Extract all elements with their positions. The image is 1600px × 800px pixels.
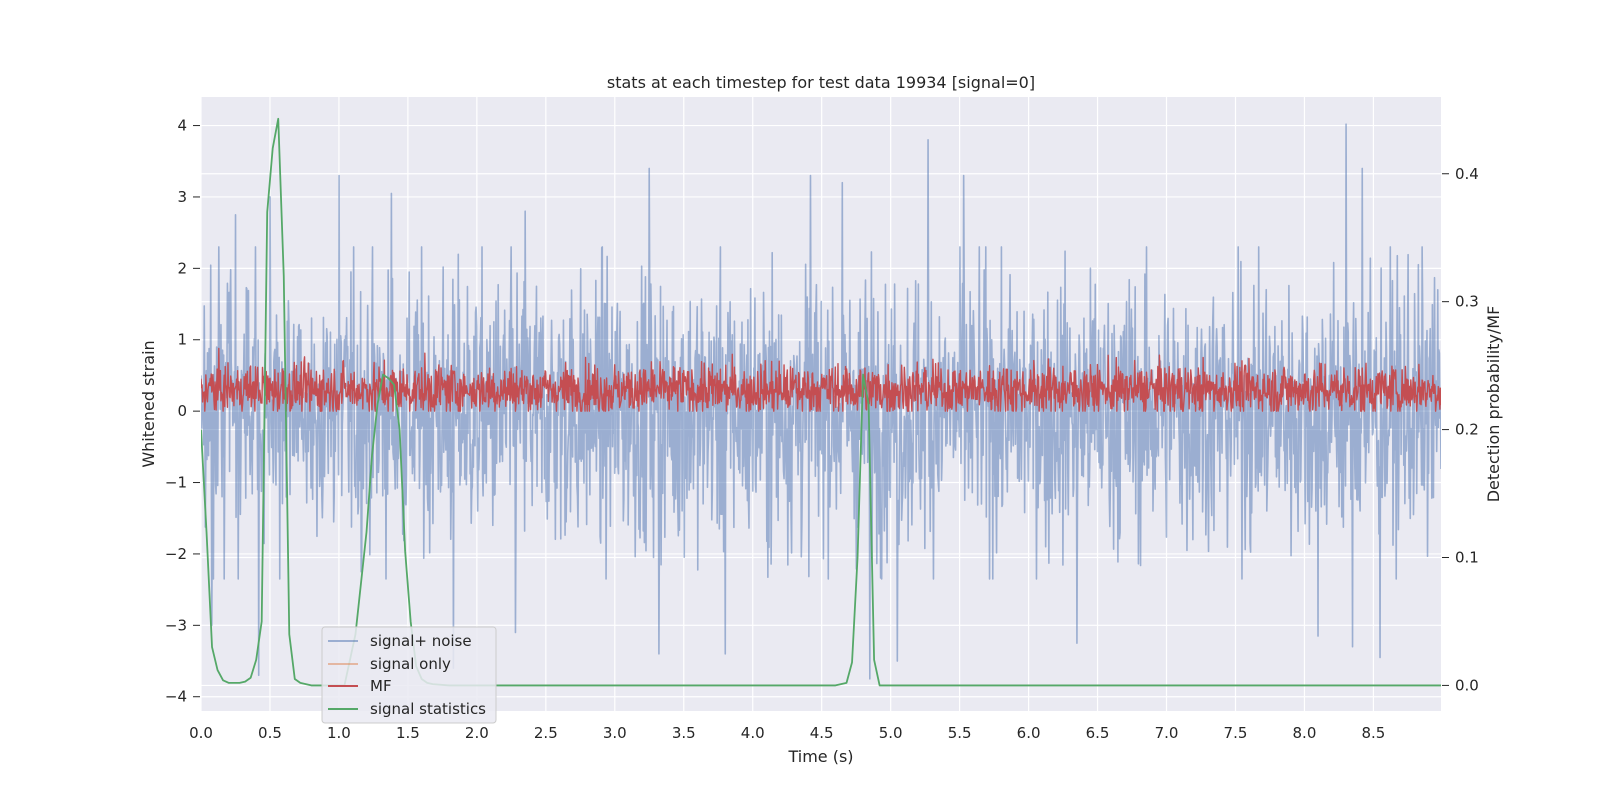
x-tick-label: 0.0 bbox=[189, 724, 213, 742]
chart-title: stats at each timestep for test data 199… bbox=[607, 73, 1035, 92]
x-tick-label: 1.5 bbox=[396, 724, 420, 742]
x-tick-label: 8.0 bbox=[1293, 724, 1317, 742]
x-tick-label: 4.5 bbox=[810, 724, 834, 742]
x-tick-label: 5.0 bbox=[879, 724, 903, 742]
x-tick-label: 2.5 bbox=[534, 724, 558, 742]
right-tick-label: 0.0 bbox=[1455, 676, 1479, 694]
right-tick-label: 0.2 bbox=[1455, 421, 1479, 439]
y-tick-label: −1 bbox=[165, 474, 187, 492]
x-tick-label: 7.0 bbox=[1155, 724, 1179, 742]
x-tick-label: 8.5 bbox=[1361, 724, 1385, 742]
legend-label-signal-only: signal only bbox=[370, 655, 451, 673]
right-tick-label: 0.1 bbox=[1455, 549, 1479, 567]
y-tick-label: 4 bbox=[177, 117, 187, 135]
y-tick-label: −4 bbox=[165, 688, 187, 706]
x-tick-label: 3.0 bbox=[603, 724, 627, 742]
x-tick-label: 6.0 bbox=[1017, 724, 1041, 742]
y-tick-label: 0 bbox=[177, 402, 187, 420]
y-tick-label: 2 bbox=[177, 259, 187, 277]
x-tick-label: 5.5 bbox=[948, 724, 972, 742]
y-tick-label: −2 bbox=[165, 545, 187, 563]
legend-label-mf: MF bbox=[370, 677, 392, 695]
x-tick-label: 1.0 bbox=[327, 724, 351, 742]
x-axis-label: Time (s) bbox=[787, 747, 853, 766]
legend-label-signal-noise: signal+ noise bbox=[370, 632, 472, 650]
x-tick-label: 2.0 bbox=[465, 724, 489, 742]
y-tick-label: 1 bbox=[177, 331, 187, 349]
y-tick-label: 3 bbox=[177, 188, 187, 206]
x-tick-label: 6.5 bbox=[1086, 724, 1110, 742]
legend-box bbox=[321, 626, 497, 724]
right-axis-label: Detection probability/MF bbox=[1484, 306, 1503, 503]
y-axis-ticks: 4 3 2 1 0 −1 −2 −3 −4 bbox=[165, 117, 200, 706]
x-tick-label: 3.5 bbox=[672, 724, 696, 742]
x-axis-ticks: 0.0 0.5 1.0 1.5 2.0 2.5 3.0 3.5 4.0 4.5 5.0 5.5 6.0 6… bbox=[189, 724, 1385, 742]
legend: signal+ noise signal only MF signal stat… bbox=[321, 626, 497, 724]
y-tick-label: −3 bbox=[165, 616, 187, 634]
series-line-mf bbox=[201, 347, 1441, 412]
legend-label-signal-statistics: signal statistics bbox=[370, 700, 486, 718]
x-tick-label: 4.0 bbox=[741, 724, 765, 742]
right-tick-label: 0.3 bbox=[1455, 293, 1479, 311]
right-axis-ticks: 0.4 0.3 0.2 0.1 0.0 bbox=[1442, 165, 1479, 694]
y-axis-label: Whitened strain bbox=[139, 340, 158, 467]
right-tick-label: 0.4 bbox=[1455, 165, 1479, 183]
x-tick-label: 7.5 bbox=[1224, 724, 1248, 742]
x-tick-label: 0.5 bbox=[258, 724, 282, 742]
